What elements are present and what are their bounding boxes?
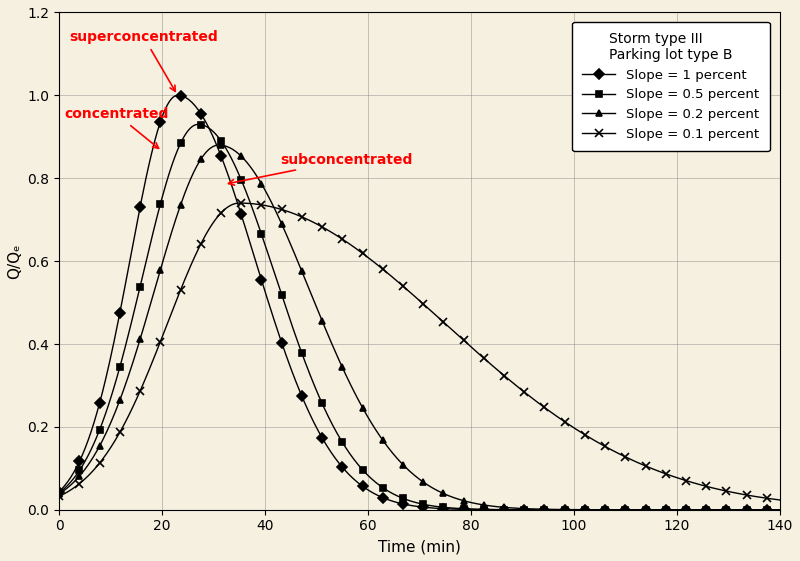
- X-axis label: Time (min): Time (min): [378, 539, 461, 554]
- Text: concentrated: concentrated: [64, 107, 169, 148]
- Text: superconcentrated: superconcentrated: [70, 30, 218, 91]
- Legend: Slope = 1 percent, Slope = 0.5 percent, Slope = 0.2 percent, Slope = 0.1 percent: Slope = 1 percent, Slope = 0.5 percent, …: [572, 21, 770, 151]
- Y-axis label: Q/Qₑ: Q/Qₑ: [7, 243, 22, 279]
- Text: subconcentrated: subconcentrated: [229, 153, 413, 185]
